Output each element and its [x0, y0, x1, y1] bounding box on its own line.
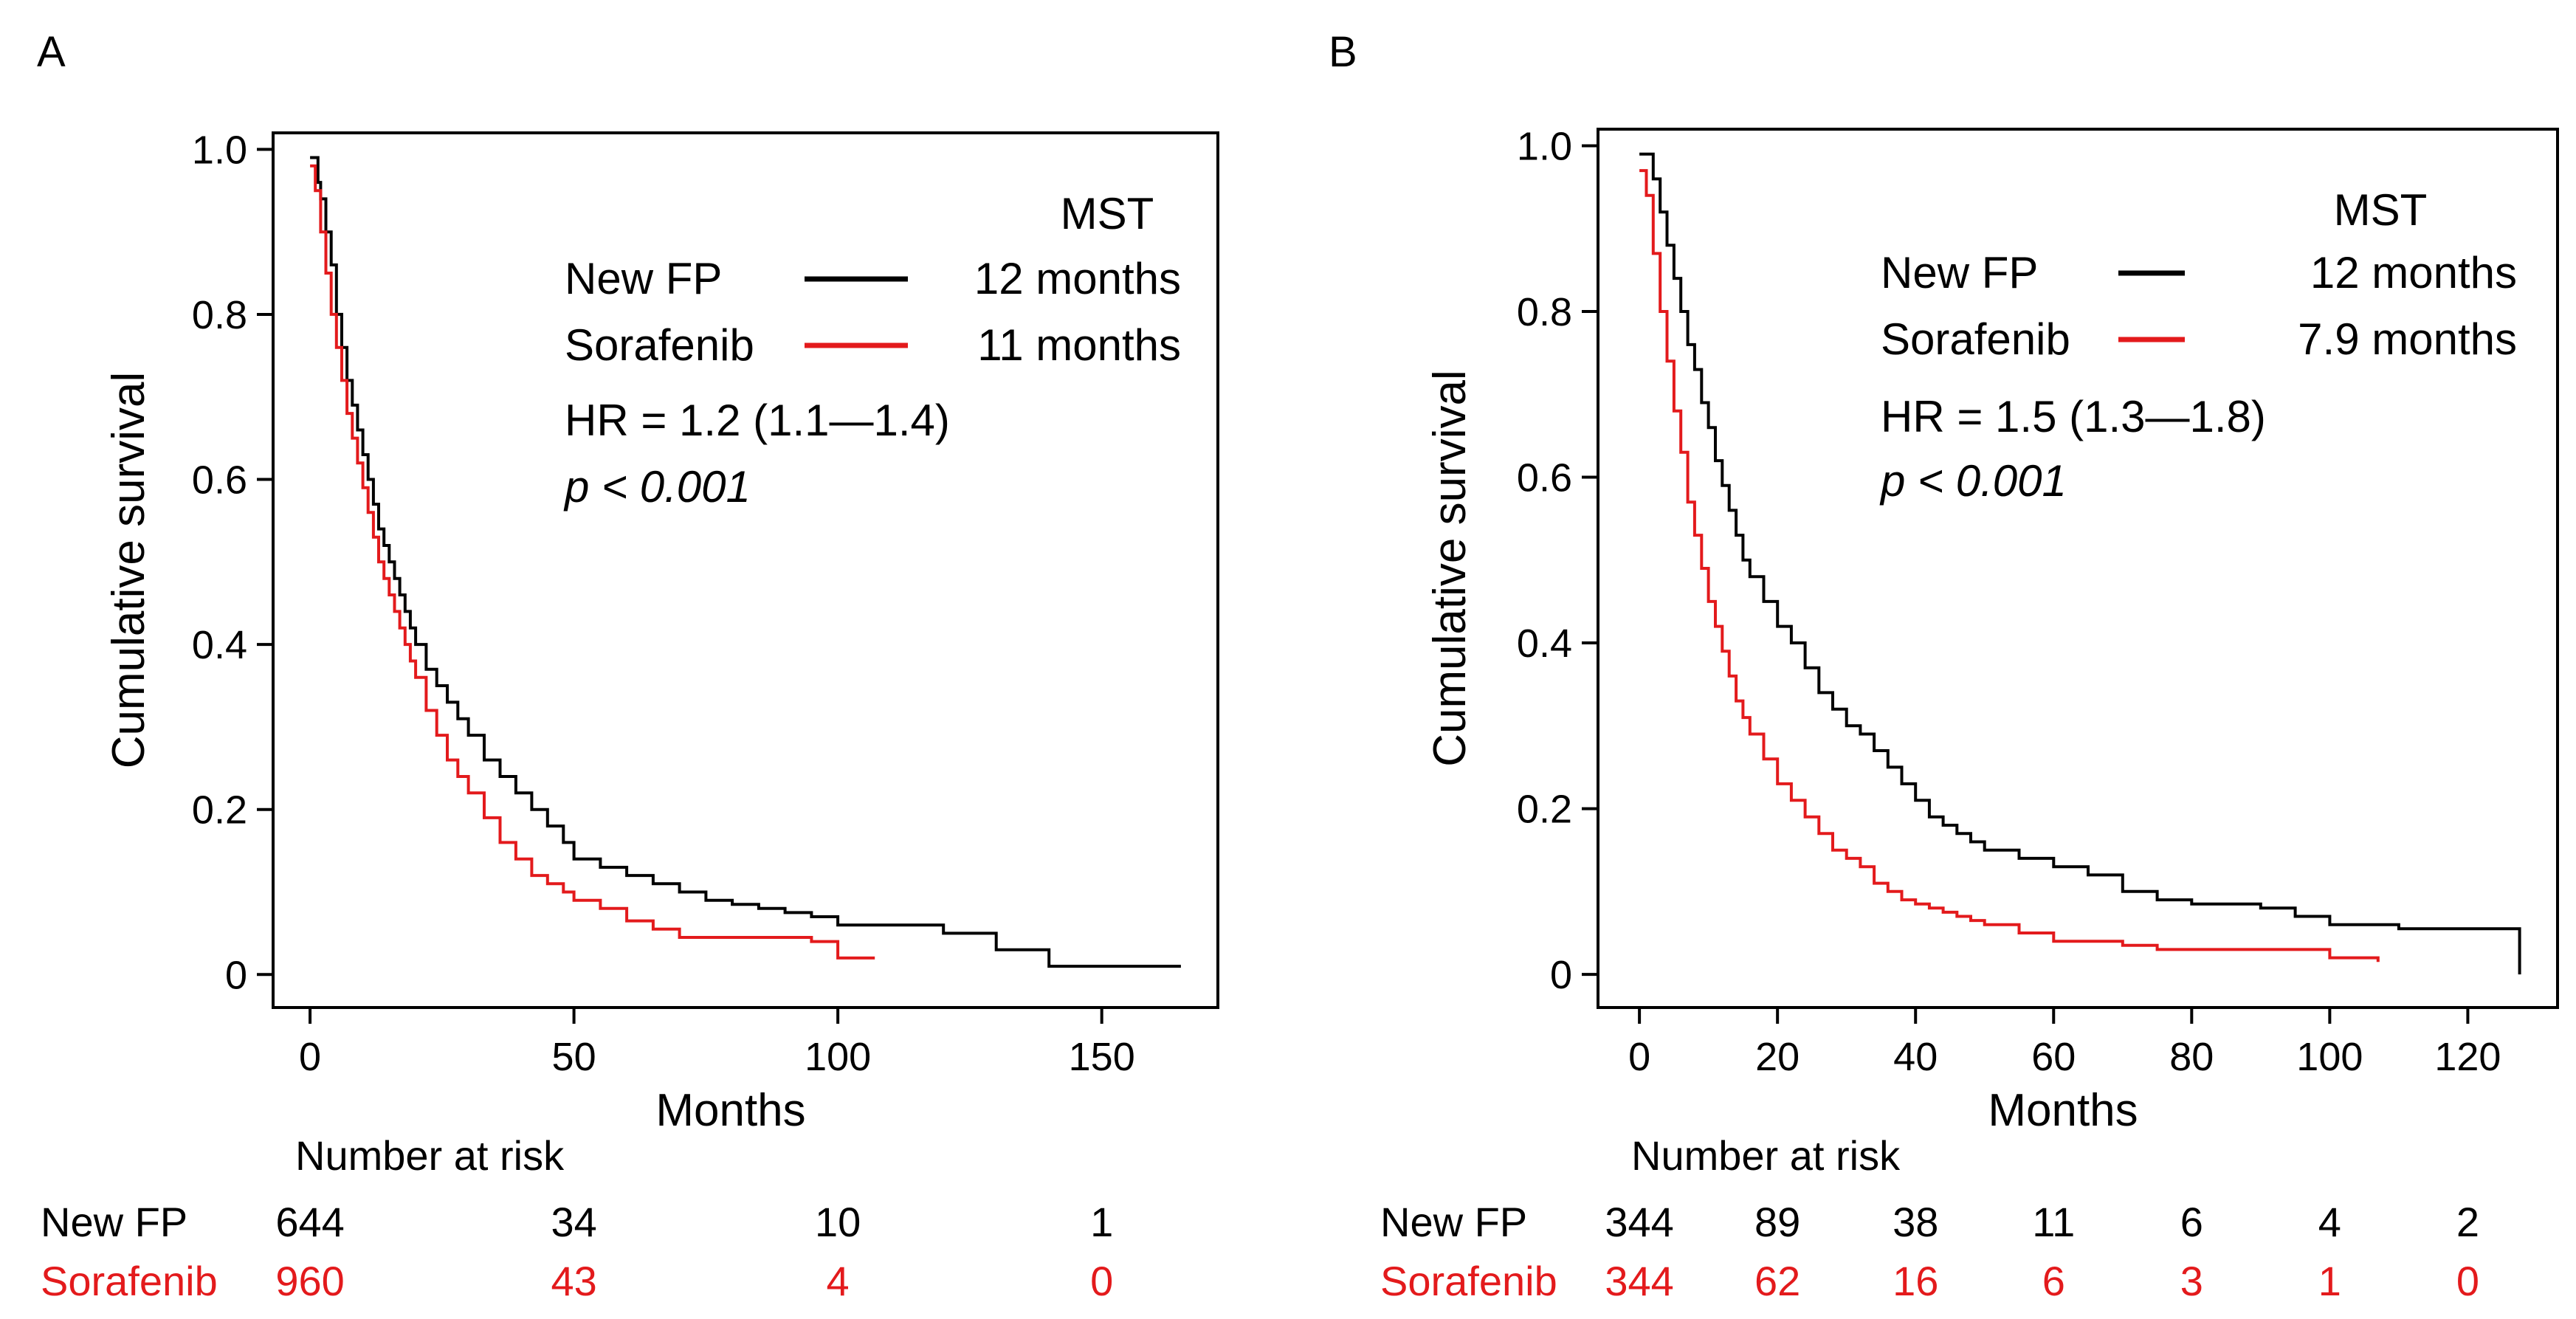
survival-curve-new-fp [1639, 152, 2521, 975]
risk-count: 62 [1754, 1258, 1800, 1304]
x-axis-title: Months [1988, 1085, 2138, 1136]
hazard-ratio-annotation: HR = 1.2 (1.1—1.4) [565, 396, 950, 445]
risk-count: 11 [2032, 1199, 2075, 1245]
risk-count: 6 [2042, 1258, 2065, 1304]
x-tick-label: 20 [1755, 1035, 1800, 1079]
y-tick-label: 0.6 [1517, 456, 1572, 500]
y-tick-label: 0.4 [192, 623, 247, 667]
risk-count: 4 [2318, 1199, 2341, 1245]
risk-count: 960 [275, 1258, 344, 1304]
legend-header: MST [2334, 185, 2428, 235]
panel-b: B00.20.40.60.81.00 20 40 60 80 100 120MonthsCu… [1329, 28, 2559, 1304]
risk-count: 0 [1090, 1258, 1113, 1304]
legend-entry-mst: 12 months [2310, 248, 2517, 297]
p-value-annotation: p < 0.001 [1879, 456, 2067, 506]
y-tick-label: 0.2 [192, 788, 247, 833]
y-tick-label: 0.4 [1517, 621, 1572, 666]
survival-curve-sorafenib [1639, 169, 2380, 962]
p-value-annotation: p < 0.001 [563, 462, 751, 512]
x-tick-label: 50 [552, 1035, 596, 1079]
risk-row-name: Sorafenib [1380, 1258, 1557, 1304]
risk-count: 3 [2180, 1258, 2203, 1304]
risk-count: 4 [827, 1258, 850, 1304]
y-tick-label: 0.8 [1517, 290, 1572, 334]
risk-count: 644 [275, 1199, 344, 1245]
x-tick-label: 150 [1069, 1035, 1135, 1079]
risk-count: 1 [1090, 1199, 1113, 1245]
x-tick-label: 40 [1893, 1035, 1938, 1079]
y-tick-label: 0 [1550, 953, 1572, 997]
x-tick-label: 120 [2434, 1035, 2501, 1079]
x-tick-label: 100 [805, 1035, 871, 1079]
risk-count: 43 [551, 1258, 596, 1304]
risk-count: 0 [2456, 1258, 2479, 1304]
y-tick-label: 0.8 [192, 293, 247, 337]
risk-count: 344 [1605, 1258, 1673, 1304]
panel-label: B [1329, 28, 1357, 76]
x-axis-title: Months [655, 1085, 805, 1136]
y-axis-title: Cumulative survival [1425, 370, 1475, 767]
plot-frame [272, 131, 1219, 1009]
legend-entry-mst: 12 months [974, 254, 1181, 303]
y-tick-label: 0.2 [1517, 788, 1572, 832]
risk-count: 89 [1754, 1199, 1800, 1245]
legend-entry-mst: 11 months [977, 320, 1181, 370]
survival-curve-sorafenib [310, 164, 875, 960]
risk-row-name: Sorafenib [41, 1258, 218, 1304]
risk-count: 2 [2456, 1199, 2479, 1245]
risk-table-title: Number at risk [295, 1132, 565, 1179]
risk-count: 16 [1893, 1258, 1938, 1304]
survival-curve-new-fp [310, 156, 1181, 968]
y-axis-title: Cumulative survival [103, 372, 154, 769]
risk-count: 34 [551, 1199, 596, 1245]
x-tick-label: 0 [1628, 1035, 1650, 1079]
risk-row-name: New FP [41, 1199, 187, 1245]
x-tick-label: 60 [2031, 1035, 2076, 1079]
risk-count: 38 [1893, 1199, 1938, 1245]
y-tick-label: 1.0 [192, 128, 247, 172]
legend-header: MST [1061, 189, 1154, 238]
panel-a: A00.20.40.60.81.00 50 100 150MonthsCumulati… [37, 28, 1219, 1304]
panel-label: A [37, 28, 66, 76]
risk-table-title: Number at risk [1631, 1132, 1901, 1179]
y-tick-label: 1.0 [1517, 124, 1572, 168]
x-tick-label: 0 [299, 1035, 321, 1079]
x-tick-label: 80 [2169, 1035, 2214, 1079]
legend-entry-name: Sorafenib [1881, 314, 2070, 364]
risk-count: 10 [815, 1199, 861, 1245]
legend-entry-name: New FP [1881, 248, 2038, 297]
x-tick-label: 100 [2296, 1035, 2363, 1079]
legend-entry-mst: 7.9 months [2298, 314, 2517, 364]
y-tick-label: 0 [225, 953, 247, 997]
risk-count: 1 [2318, 1258, 2341, 1304]
hazard-ratio-annotation: HR = 1.5 (1.3—1.8) [1881, 392, 2266, 441]
risk-count: 6 [2180, 1199, 2203, 1245]
legend-entry-name: Sorafenib [565, 320, 754, 370]
legend-entry-name: New FP [565, 254, 722, 303]
risk-row-name: New FP [1380, 1199, 1527, 1245]
risk-count: 344 [1605, 1199, 1673, 1245]
plot-frame [1597, 128, 2559, 1009]
y-tick-label: 0.6 [192, 458, 247, 503]
